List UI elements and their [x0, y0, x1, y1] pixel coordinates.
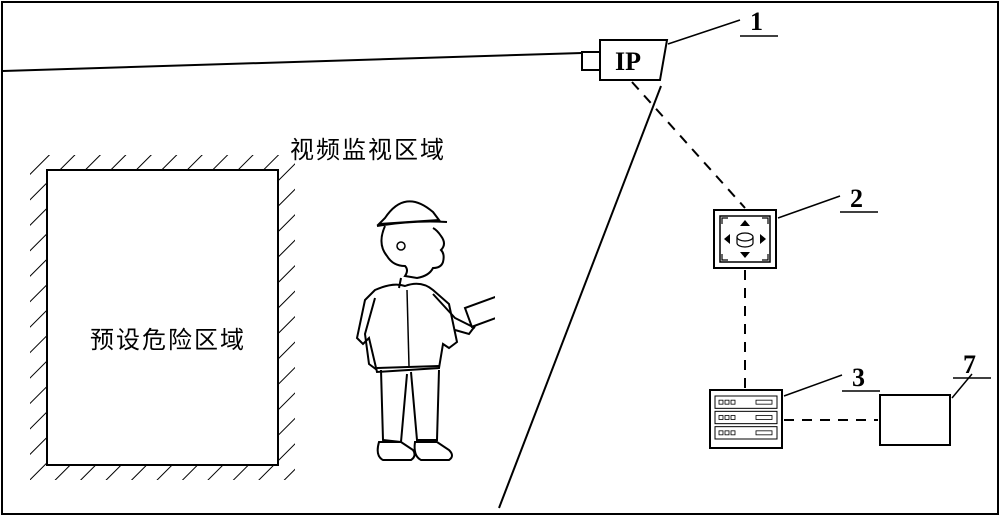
svg-text:7: 7 — [963, 350, 976, 379]
svg-text:1: 1 — [750, 7, 763, 36]
svg-text:3: 3 — [852, 363, 865, 392]
svg-text:2: 2 — [850, 184, 863, 213]
callouts: 1 2 3 7 — [0, 0, 1000, 516]
